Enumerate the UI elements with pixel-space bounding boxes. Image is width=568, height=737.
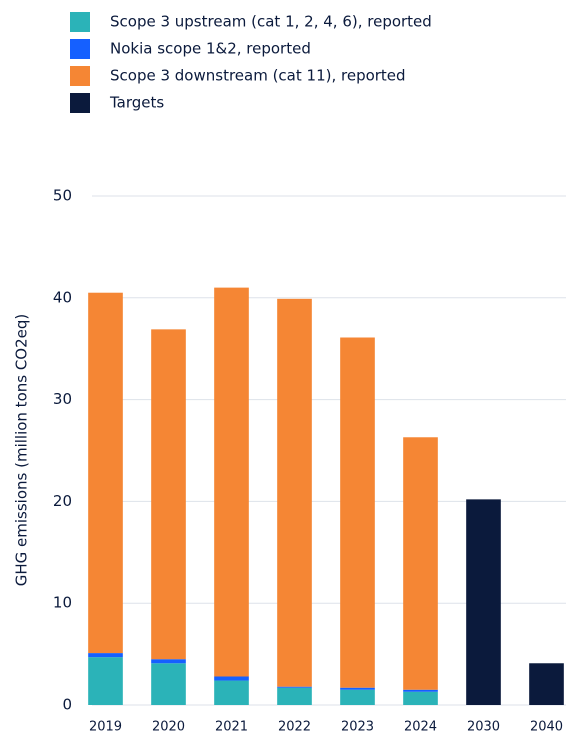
legend-swatch <box>70 12 90 32</box>
bar-segment <box>403 689 438 692</box>
bar-segment <box>340 337 375 688</box>
y-tick-label: 20 <box>53 492 72 510</box>
legend-swatch <box>70 39 90 59</box>
bar-segment <box>340 687 375 690</box>
x-tick-label: 2021 <box>215 720 248 735</box>
bar-segment <box>214 676 249 681</box>
legend-label: Scope 3 upstream (cat 1, 2, 4, 6), repor… <box>110 13 432 31</box>
x-tick-label: 2022 <box>278 720 311 735</box>
y-tick-label: 40 <box>53 288 72 306</box>
y-tick-label: 10 <box>53 594 72 612</box>
bar-segment <box>88 292 123 654</box>
x-tick-label: 2020 <box>152 720 185 735</box>
legend-label: Targets <box>109 94 164 112</box>
bar-segment <box>277 298 312 687</box>
y-tick-label: 50 <box>53 187 72 205</box>
x-tick-label: 2040 <box>530 720 563 735</box>
bar-segment <box>403 691 438 705</box>
bar-segment <box>277 686 312 688</box>
bar-segment <box>466 499 501 705</box>
y-tick-label: 30 <box>53 390 72 408</box>
bar-segment <box>88 653 123 658</box>
bar-segment <box>88 657 123 705</box>
legend-swatch <box>70 93 90 113</box>
bar-segment <box>151 329 186 660</box>
x-tick-label: 2030 <box>467 720 500 735</box>
y-axis-label: GHG emissions (million tons CO2eq) <box>13 314 31 587</box>
x-tick-label: 2019 <box>89 720 122 735</box>
bar-segment <box>277 687 312 705</box>
bar-segment <box>151 659 186 664</box>
bar-segment <box>403 437 438 690</box>
bar-segment <box>340 689 375 705</box>
bar-segment <box>214 680 249 705</box>
bar-segment <box>529 663 564 705</box>
legend-swatch <box>70 66 90 86</box>
x-tick-label: 2024 <box>404 720 437 735</box>
bar-segment <box>214 287 249 677</box>
bar-segment <box>151 663 186 705</box>
legend-label: Scope 3 downstream (cat 11), reported <box>110 67 406 85</box>
y-tick-label: 0 <box>62 696 72 714</box>
x-tick-label: 2023 <box>341 720 374 735</box>
legend-label: Nokia scope 1&2, reported <box>110 40 311 58</box>
